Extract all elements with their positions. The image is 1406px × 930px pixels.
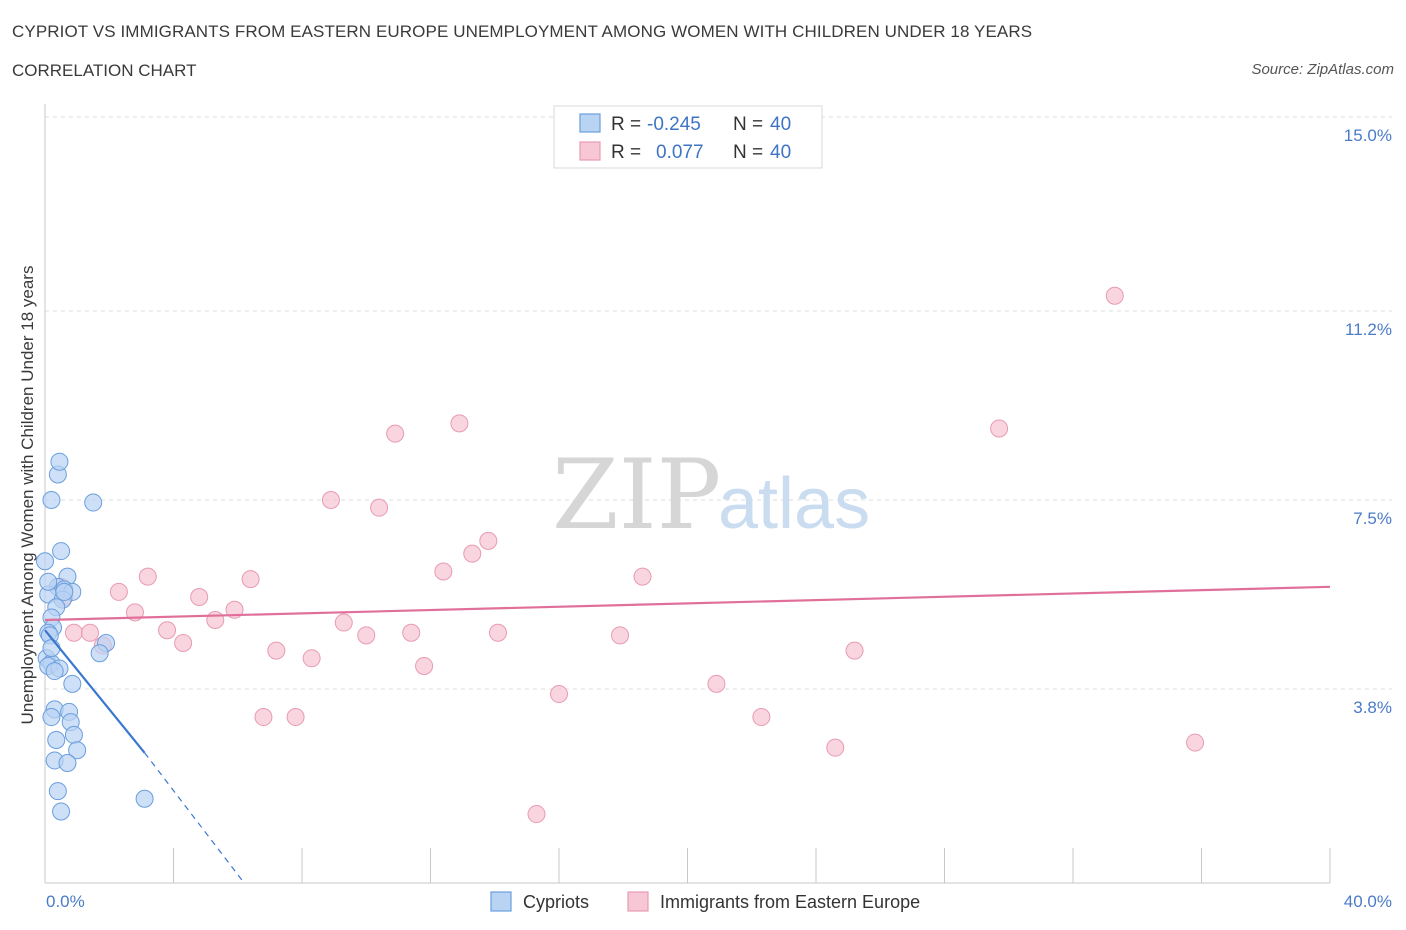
x-tick-max: 40.0% [1344, 892, 1392, 911]
immigrants-point-10 [190, 588, 209, 607]
legend-r-label-2: R = [611, 142, 641, 163]
cypriots-point-34 [48, 782, 67, 801]
cypriots-point-4 [84, 493, 103, 512]
immigrants-point-8 [158, 621, 177, 640]
immigrants-points [52, 286, 1205, 824]
y-tick-labels: 3.8% 7.5% 11.2% 15.0% [1344, 126, 1392, 717]
cypriots-point-31 [68, 741, 87, 760]
immigrants-point-14 [254, 708, 273, 727]
cypriots-point-1 [42, 491, 61, 509]
immigrants-point-2 [64, 623, 83, 642]
immigrants-point-3 [80, 623, 99, 642]
immigrants-point-13 [241, 570, 260, 589]
cypriots-point-38 [42, 639, 61, 658]
cypriots-point-5 [52, 542, 71, 561]
immigrants-point-7 [138, 567, 157, 586]
immigrants-point-17 [302, 649, 321, 668]
immigrants-point-38 [990, 419, 1009, 438]
immigrants-point-24 [415, 656, 434, 675]
immigrants-point-29 [488, 623, 507, 642]
source-note: Source: ZipAtlas.com [1251, 61, 1394, 78]
immigrants-point-32 [611, 626, 630, 645]
immigrants-point-34 [707, 674, 726, 693]
watermark-atlas: atlas [718, 464, 870, 544]
legend-n-value-2: 40 [770, 142, 791, 163]
legend-r-label-1: R = [611, 114, 641, 135]
immigrants-point-22 [386, 424, 405, 443]
immigrants-point-27 [463, 544, 482, 563]
x-tick-min: 0.0% [46, 892, 85, 911]
legend-r-value-1: -0.245 [647, 114, 701, 135]
immigrants-point-30 [527, 805, 546, 824]
chart-title: CYPRIOT VS IMMIGRANTS FROM EASTERN EUROP… [12, 22, 1033, 41]
trend-lines [44, 585, 1331, 884]
cypriots-point-35 [135, 789, 154, 808]
immigrants-point-18 [321, 491, 340, 509]
legend-swatch-immigrants [579, 141, 601, 161]
cypriots-point-24 [63, 674, 82, 693]
cypriots-point-29 [64, 725, 83, 744]
bottom-legend-swatch-cypriots [490, 891, 512, 912]
cypriots-point-36 [52, 802, 71, 821]
immigrants-point-15 [267, 641, 286, 660]
cypriots-point-33 [58, 753, 77, 772]
immigrants-point-20 [357, 626, 376, 645]
cypriots-points [36, 452, 154, 821]
immigrants-point-26 [450, 414, 469, 433]
cypriots-point-37 [39, 572, 58, 591]
legend-n-label-2: N = [733, 142, 763, 163]
axes [44, 104, 1331, 884]
legend-r-value-2: 0.077 [656, 142, 704, 163]
immigrants-point-35 [752, 708, 771, 727]
cypriots-point-27 [42, 708, 61, 727]
immigrants-point-5 [109, 582, 128, 601]
watermark-zip: ZIP [552, 439, 721, 551]
immigrants-point-9 [174, 633, 193, 652]
immigrants-point-28 [479, 531, 498, 550]
immigrants-point-36 [826, 738, 845, 757]
cypriots-point-3 [50, 452, 69, 471]
immigrants-trend-line [44, 585, 1331, 622]
immigrants-point-21 [370, 498, 389, 517]
legend-n-value-1: 40 [770, 114, 791, 135]
immigrants-point-31 [550, 685, 568, 704]
legend-n-label-1: N = [733, 114, 763, 135]
immigrants-point-39 [1105, 286, 1124, 305]
immigrants-point-11 [206, 611, 225, 630]
immigrants-point-40 [1186, 733, 1205, 752]
immigrants-point-37 [845, 641, 864, 660]
y-axis-label: Unemployment Among Women with Children U… [18, 266, 37, 725]
immigrants-point-33 [633, 567, 652, 586]
bottom-legend-label-cypriots: Cypriots [523, 892, 589, 912]
cypriots-point-23 [45, 662, 64, 681]
legend-box: R = -0.245 N = 40 R = 0.077 N = 40 [553, 105, 823, 169]
bottom-legend: Cypriots Immigrants from Eastern Europe [490, 891, 920, 912]
cypriots-point-39 [55, 582, 74, 601]
bottom-legend-label-immigrants: Immigrants from Eastern Europe [660, 892, 920, 912]
y-tick-label-0: 3.8% [1353, 698, 1392, 717]
immigrants-point-19 [334, 613, 353, 632]
y-tick-label-2: 11.2% [1345, 320, 1392, 339]
chart-subtitle: CORRELATION CHART [12, 61, 197, 80]
legend-swatch-cypriots [579, 113, 601, 133]
immigrants-point-16 [286, 708, 305, 727]
cypriots-point-30 [47, 731, 66, 750]
cypriots-trend-extension [144, 752, 245, 884]
cypriots-trend-line [44, 629, 146, 754]
immigrants-point-23 [402, 623, 421, 642]
y-tick-label-1: 7.5% [1353, 509, 1392, 528]
bottom-legend-swatch-immigrants [627, 891, 649, 912]
cypriots-point-0 [36, 552, 54, 571]
y-tick-label-3: 15.0% [1344, 126, 1392, 145]
cypriots-point-18 [90, 644, 109, 663]
immigrants-point-25 [434, 562, 453, 581]
